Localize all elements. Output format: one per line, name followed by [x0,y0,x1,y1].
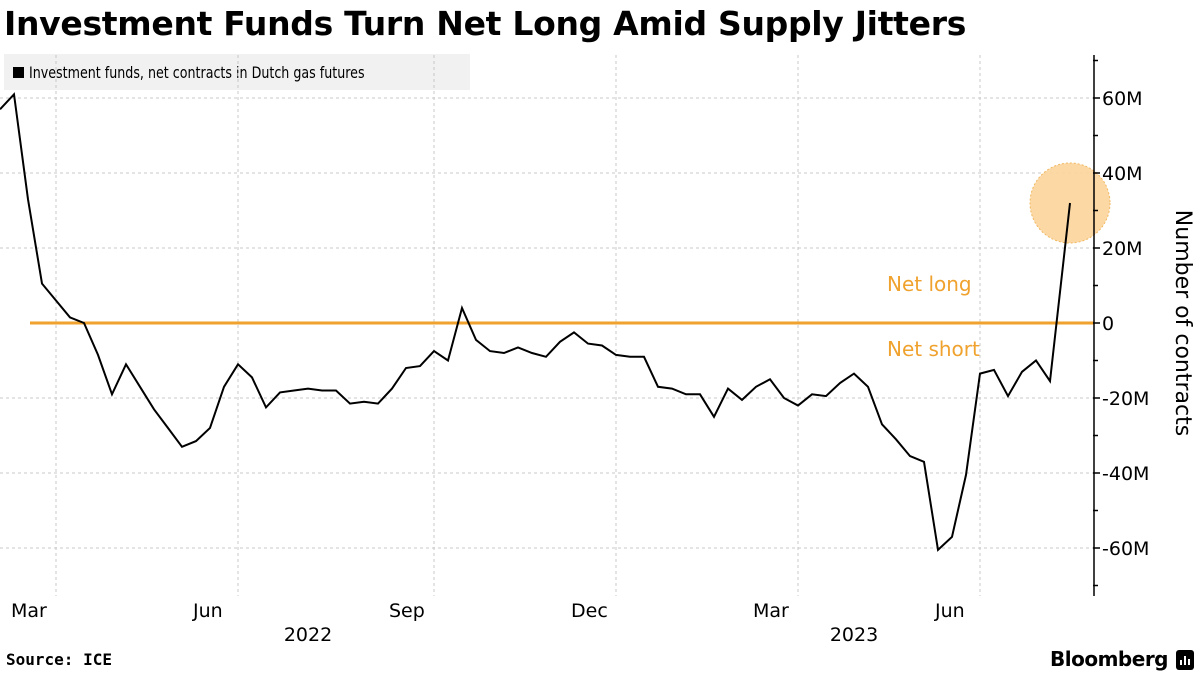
legend-label: Investment funds, net contracts in Dutch… [29,62,365,82]
x-tick-label: Jun [192,600,223,622]
grid [0,55,1094,596]
y-tick-label: -40M [1102,463,1149,485]
brand-logo-text: Bloomberg [1050,647,1168,671]
y-axis-label: Number of contracts [1170,210,1195,436]
series-line [0,92,1071,552]
y-tick-label: -60M [1102,538,1149,560]
annotation-net-long: Net long [887,272,972,296]
x-axis: Mar Jun Sep Dec Mar Jun 2022 2023 [11,600,965,646]
source-note: Source: ICE [6,650,112,669]
x-year-label: 2023 [830,624,878,646]
x-year-label: 2022 [284,624,332,646]
y-axis: 60M 40M 20M 0 -20M -40M -60M [1093,55,1149,596]
y-tick-label: 60M [1102,88,1143,110]
x-tick-label: Jun [934,600,965,622]
y-tick-label: 20M [1102,238,1143,260]
y-tick-label: 40M [1102,163,1143,185]
legend-swatch [13,66,24,78]
y-tick-label: -20M [1102,388,1149,410]
annotation-net-short: Net short [887,337,980,361]
x-tick-label: Dec [571,600,608,622]
y-tick-label: 0 [1102,313,1114,335]
x-tick-label: Sep [389,600,425,622]
x-tick-label: Mar [11,600,47,622]
chart-title: Investment Funds Turn Net Long Amid Supp… [4,4,967,43]
bloomberg-chart-icon [1176,650,1194,670]
legend: Investment funds, net contracts in Dutch… [4,54,470,90]
x-tick-label: Mar [753,600,789,622]
